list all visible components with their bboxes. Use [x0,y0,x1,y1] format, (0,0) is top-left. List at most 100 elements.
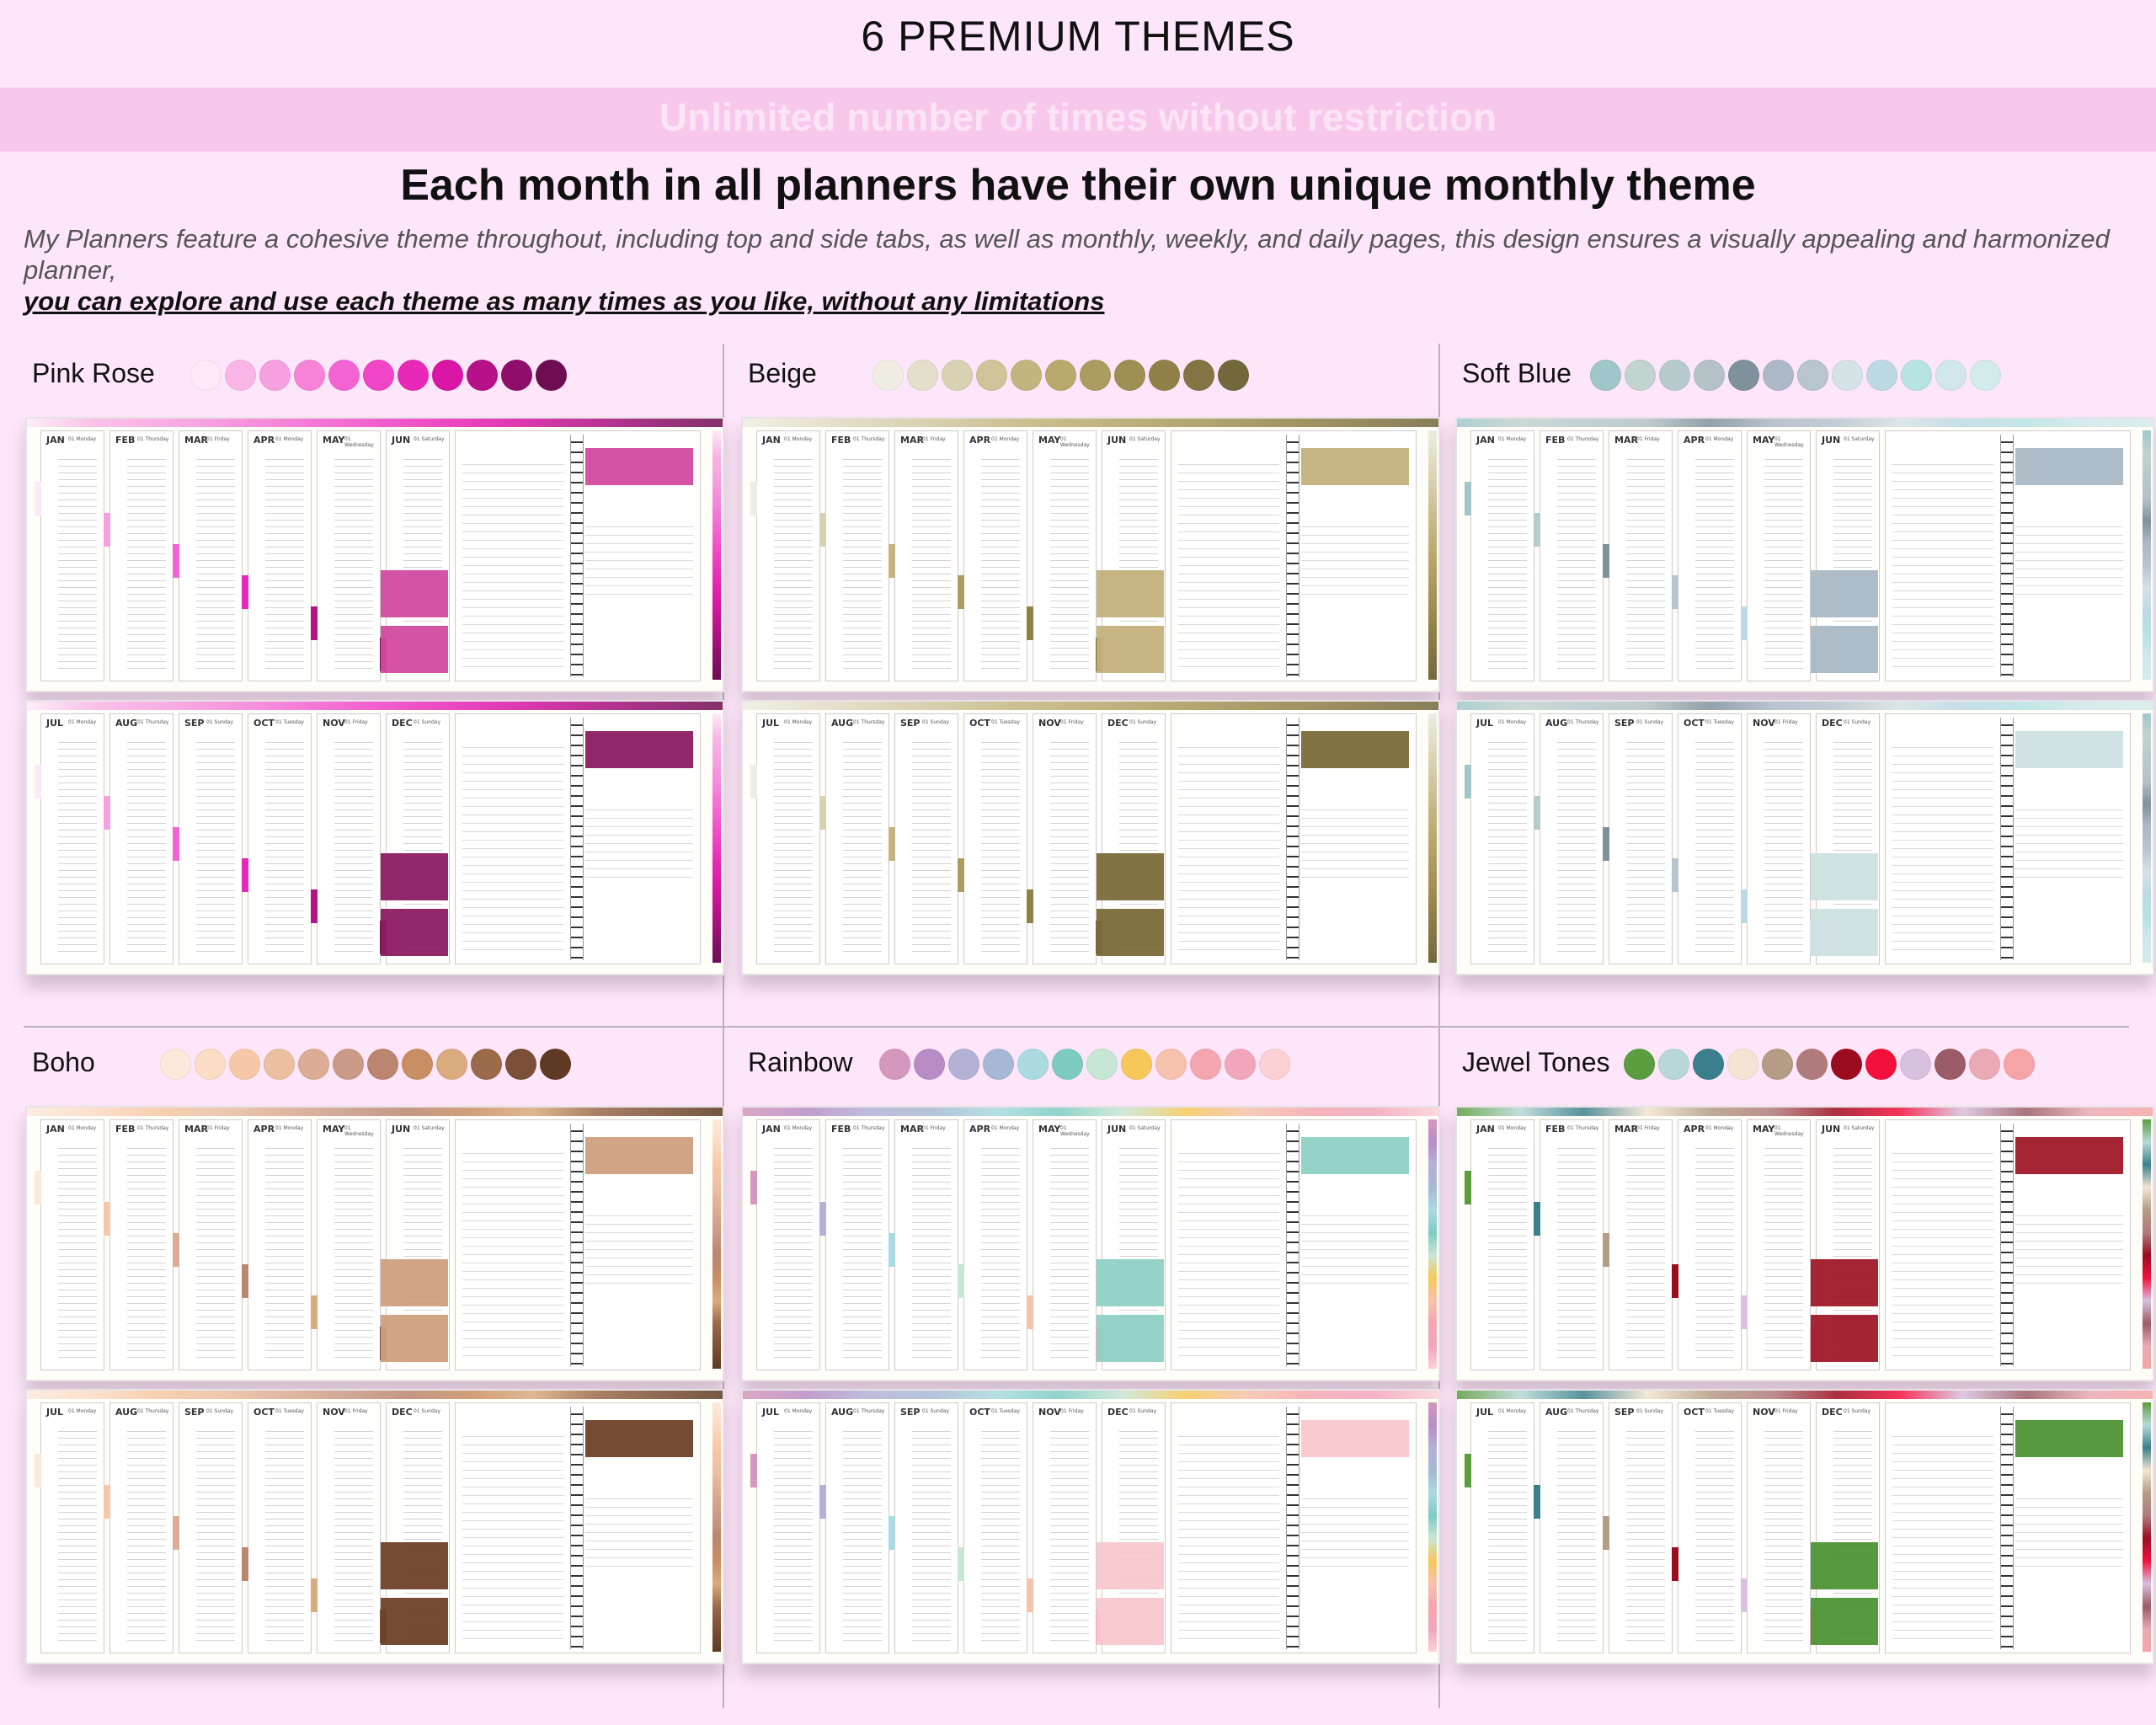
side-tab-strip[interactable] [1428,713,1437,963]
month-label[interactable]: MAY [1753,435,1775,446]
side-tab-strip[interactable] [1428,1119,1437,1369]
month-label[interactable]: JUN [392,435,411,446]
month-label[interactable]: DEC [392,718,413,729]
month-label[interactable]: AUG [1545,1407,1568,1418]
side-tab[interactable] [958,858,964,892]
month-label[interactable]: MAY [1753,1124,1775,1135]
month-label[interactable]: OCT [969,718,990,729]
side-tab[interactable] [1465,1171,1471,1204]
side-tab[interactable] [1534,1202,1540,1236]
side-tab[interactable] [1672,1547,1678,1581]
month-label[interactable]: APR [969,1124,991,1135]
month-label[interactable]: JAN [46,435,65,446]
month-label[interactable]: JUN [1822,435,1841,446]
month-label[interactable]: JUN [1822,1124,1841,1135]
side-tab[interactable] [819,1485,826,1519]
side-tab[interactable] [819,1202,826,1236]
month-label[interactable]: NOV [1753,718,1775,729]
month-label[interactable]: APR [1684,1124,1705,1135]
month-label[interactable]: JUL [762,718,780,729]
side-tab[interactable] [1027,1578,1033,1612]
side-tab[interactable] [242,1264,248,1298]
side-tab[interactable] [819,513,826,547]
month-label[interactable]: OCT [1684,718,1705,729]
side-tab[interactable] [35,482,41,515]
month-label[interactable]: FEB [831,435,851,446]
side-tab[interactable] [1534,1485,1540,1519]
side-tab[interactable] [889,1233,895,1267]
side-tab[interactable] [1027,889,1033,923]
month-label[interactable]: AUG [831,718,854,729]
side-tab[interactable] [1741,1578,1748,1612]
side-tab[interactable] [1465,1454,1471,1487]
month-label[interactable]: MAY [323,1124,345,1135]
month-label[interactable]: OCT [1684,1407,1705,1418]
side-tab-strip[interactable] [1428,430,1437,680]
month-label[interactable]: APR [969,435,991,446]
side-tab[interactable] [311,1578,318,1612]
month-label[interactable]: DEC [1822,1407,1843,1418]
side-tab[interactable] [958,575,964,609]
side-tab[interactable] [311,889,318,923]
month-label[interactable]: MAR [1614,435,1638,446]
side-tab-strip[interactable] [2143,1402,2151,1652]
side-tab[interactable] [1534,796,1540,830]
month-label[interactable]: NOV [1753,1407,1775,1418]
side-tab[interactable] [173,544,179,578]
side-tab[interactable] [311,606,318,640]
side-tab-strip[interactable] [712,430,721,680]
month-label[interactable]: OCT [253,718,275,729]
side-tab[interactable] [173,827,179,861]
month-label[interactable]: MAR [900,435,924,446]
side-tab[interactable] [1534,513,1540,547]
side-tab[interactable] [1672,858,1678,892]
side-tab[interactable] [889,544,895,578]
month-label[interactable]: JUL [762,1407,780,1418]
month-label[interactable]: JUL [46,1407,64,1418]
side-tab[interactable] [1672,1264,1678,1298]
side-tab[interactable] [958,1264,964,1298]
month-label[interactable]: FEB [1545,435,1566,446]
month-label[interactable]: DEC [1107,718,1129,729]
side-tab[interactable] [1465,482,1471,515]
side-tab[interactable] [750,1454,757,1487]
side-tab[interactable] [1603,544,1609,578]
side-tab[interactable] [173,1233,179,1267]
side-tab[interactable] [1603,1516,1609,1550]
month-label[interactable]: AUG [1545,718,1568,729]
side-tab[interactable] [242,575,248,609]
month-label[interactable]: JUN [1107,1124,1127,1135]
month-label[interactable]: AUG [115,1407,138,1418]
month-label[interactable]: JAN [1476,435,1495,446]
month-label[interactable]: MAR [184,435,208,446]
side-tab[interactable] [104,796,110,830]
side-tab[interactable] [889,1516,895,1550]
side-tab-strip[interactable] [2143,430,2151,680]
side-tab[interactable] [1741,889,1748,923]
month-label[interactable]: AUG [831,1407,854,1418]
side-tab[interactable] [173,1516,179,1550]
side-tab-strip[interactable] [712,1402,721,1652]
side-tab[interactable] [958,1547,964,1581]
side-tab[interactable] [311,1295,318,1329]
side-tab-strip[interactable] [1428,1402,1437,1652]
month-label[interactable]: MAR [1614,1124,1638,1135]
side-tab[interactable] [242,858,248,892]
month-label[interactable]: SEP [184,718,205,729]
side-tab[interactable] [1027,606,1033,640]
month-label[interactable]: OCT [969,1407,990,1418]
side-tab[interactable] [750,482,757,515]
month-label[interactable]: JUL [46,718,64,729]
side-tab[interactable] [242,1547,248,1581]
month-label[interactable]: JUL [1476,718,1494,729]
month-label[interactable]: SEP [1614,1407,1635,1418]
side-tab[interactable] [104,1485,110,1519]
month-label[interactable]: APR [253,435,275,446]
side-tab[interactable] [1672,575,1678,609]
month-label[interactable]: JAN [762,435,781,446]
month-label[interactable]: DEC [1107,1407,1129,1418]
side-tab[interactable] [1603,827,1609,861]
month-label[interactable]: DEC [392,1407,413,1418]
month-label[interactable]: MAY [1038,435,1061,446]
side-tab[interactable] [35,1171,41,1204]
